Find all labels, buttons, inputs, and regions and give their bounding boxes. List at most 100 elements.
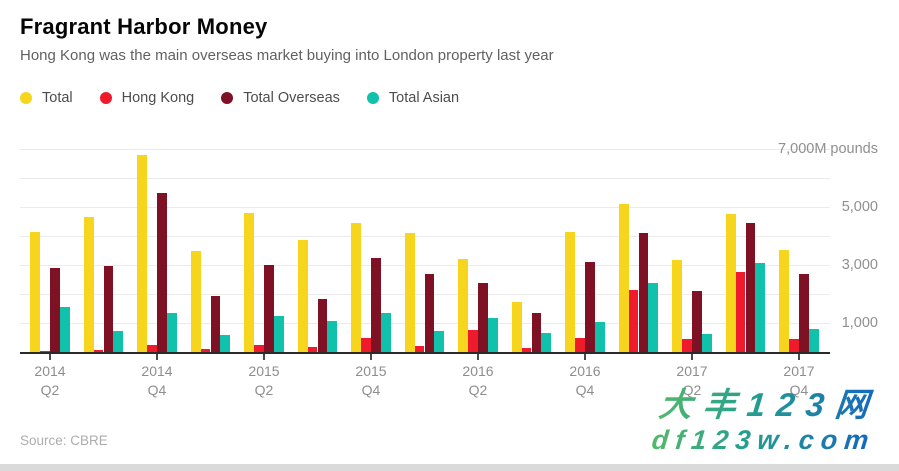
bar-total-2017-q4 (779, 249, 790, 352)
bar-total-asian-2017-q2 (701, 334, 712, 352)
bar-hong-kong-2014-q2 (40, 350, 50, 352)
bar-total-overseas-2016-q2 (478, 283, 488, 352)
x-axis-tick-2014-q2 (49, 354, 51, 360)
bar-total-asian-2016-q1 (434, 330, 445, 352)
bar-total-2015-q1 (190, 251, 201, 352)
bottom-strip (0, 464, 899, 471)
legend: Total Hong Kong Total Overseas Total Asian (20, 90, 459, 106)
x-axis-line (20, 352, 830, 354)
bar-hong-kong-2016-q1 (414, 345, 425, 352)
bar-hong-kong-2015-q1 (200, 349, 211, 352)
bar-total-asian-2015-q2 (273, 316, 284, 352)
bar-total-asian-2014-q3 (113, 331, 124, 352)
x-axis-tick-2015-q4 (370, 354, 372, 360)
bar-total-asian-2014-q4 (166, 313, 177, 352)
bar-total-overseas-2015-q2 (264, 265, 274, 352)
bar-total-asian-2015-q4 (380, 312, 391, 352)
x-axis-tick-2014-q4 (156, 354, 158, 360)
legend-item-total: Total (20, 90, 73, 106)
bar-total-2015-q4 (351, 223, 362, 352)
x-axis-label-2015-q4: 2015 Q4 (355, 363, 387, 398)
bar-total-2014-q4 (137, 154, 148, 352)
bar-total-2016-q4 (565, 232, 576, 352)
legend-dot-total-asian (366, 92, 379, 104)
bar-total-overseas-2016-q1 (424, 274, 435, 352)
bar-total-overseas-2016-q3 (531, 312, 542, 352)
bar-hong-kong-2016-q3 (521, 348, 532, 352)
source-note: Source: CBRE (20, 433, 108, 448)
bar-hong-kong-2017-q3 (735, 272, 746, 352)
bar-hong-kong-2015-q3 (307, 347, 318, 352)
bar-total-2017-q1 (618, 204, 629, 352)
y-axis-label-5000: 5,000 (841, 199, 878, 215)
watermark: 大丰123网 df123w.com (651, 385, 882, 455)
bar-hong-kong-2017-q2 (682, 339, 692, 352)
bar-total-2017-q2 (672, 260, 683, 352)
bar-total-overseas-2017-q3 (745, 222, 756, 352)
page-subtitle: Hong Kong was the main overseas market b… (20, 47, 554, 64)
bar-total-overseas-2015-q4 (371, 257, 381, 352)
bar-total-asian-2016-q3 (541, 333, 552, 352)
bar-hong-kong-2014-q3 (93, 350, 104, 352)
bar-total-overseas-2014-q2 (50, 267, 60, 352)
bar-hong-kong-2014-q4 (147, 344, 157, 352)
bar-hong-kong-2016-q4 (575, 338, 585, 352)
bar-total-overseas-2015-q3 (317, 299, 328, 352)
x-axis-label-2017-q2: 2017Q2 (676, 363, 708, 398)
legend-label-total-asian: Total Asian (388, 90, 460, 106)
legend-label-total-overseas: Total Overseas (243, 90, 340, 106)
bar-total-2014-q2 (30, 231, 41, 352)
watermark-line2: df123w.com (650, 425, 878, 455)
x-axis-label-2014-q2: 2014 Q2 (34, 363, 66, 398)
bar-total-overseas-2014-q3 (103, 266, 114, 352)
legend-dot-total (20, 92, 32, 104)
bar-total-asian-2017-q4 (808, 329, 819, 352)
bar-total-2016-q2 (458, 259, 469, 352)
legend-item-total-overseas: Total Overseas (221, 90, 340, 106)
bar-total-overseas-2017-q2 (692, 290, 702, 352)
bar-total-2016-q1 (404, 233, 415, 352)
bar-total-asian-2015-q1 (220, 334, 231, 352)
bar-total-overseas-2017-q4 (799, 273, 809, 352)
legend-dot-total-overseas (221, 92, 234, 104)
legend-item-hong-kong: Hong Kong (99, 90, 195, 106)
bar-total-2015-q2 (244, 212, 255, 352)
bar-total-2014-q3 (83, 217, 94, 352)
bar-total-asian-2016-q4 (594, 321, 605, 352)
legend-dot-hong-kong (99, 92, 112, 104)
legend-label-hong-kong: Hong Kong (121, 90, 195, 106)
bar-total-asian-2016-q2 (487, 317, 498, 352)
x-axis-label-2017-q4: 2017Q4 (783, 363, 815, 398)
x-axis-label-2016-q4: 2016 Q4 (569, 363, 601, 398)
x-axis-tick-2016-q4 (584, 354, 586, 360)
bar-total-2015-q3 (297, 240, 308, 352)
x-axis-tick-2015-q2 (263, 354, 265, 360)
bar-hong-kong-2015-q4 (361, 337, 371, 352)
bar-hong-kong-2015-q2 (254, 345, 264, 352)
watermark-line1: 大丰123网 (654, 385, 882, 425)
x-axis-label-2014-q4: 2014 Q4 (141, 363, 173, 398)
bar-hong-kong-2017-q4 (789, 339, 799, 352)
legend-item-total-asian: Total Asian (366, 90, 460, 106)
x-axis-label-2015-q2: 2015 Q2 (248, 363, 280, 398)
bar-total-overseas-2017-q1 (638, 232, 649, 352)
bar-total-asian-2017-q3 (755, 263, 766, 352)
bar-total-2016-q3 (511, 302, 522, 352)
gridline-3000 (20, 265, 830, 266)
bar-total-2017-q3 (725, 214, 736, 352)
legend-label-total: Total (42, 90, 73, 106)
x-axis-tick-2016-q2 (477, 354, 479, 360)
gridline-4000 (20, 236, 830, 237)
bar-hong-kong-2017-q1 (628, 289, 639, 352)
y-axis-label-7000: 7,000M pounds (778, 141, 878, 157)
y-axis-label-3000: 3,000 (841, 257, 878, 273)
bar-total-overseas-2014-q4 (157, 192, 167, 352)
bar-total-overseas-2015-q1 (210, 296, 221, 352)
y-axis-label-1000: 1,000 (841, 315, 878, 331)
bar-total-asian-2017-q1 (648, 282, 659, 352)
bar-total-overseas-2016-q4 (585, 261, 595, 352)
x-axis-tick-2017-q2 (691, 354, 693, 360)
gridline-6000 (20, 178, 830, 179)
